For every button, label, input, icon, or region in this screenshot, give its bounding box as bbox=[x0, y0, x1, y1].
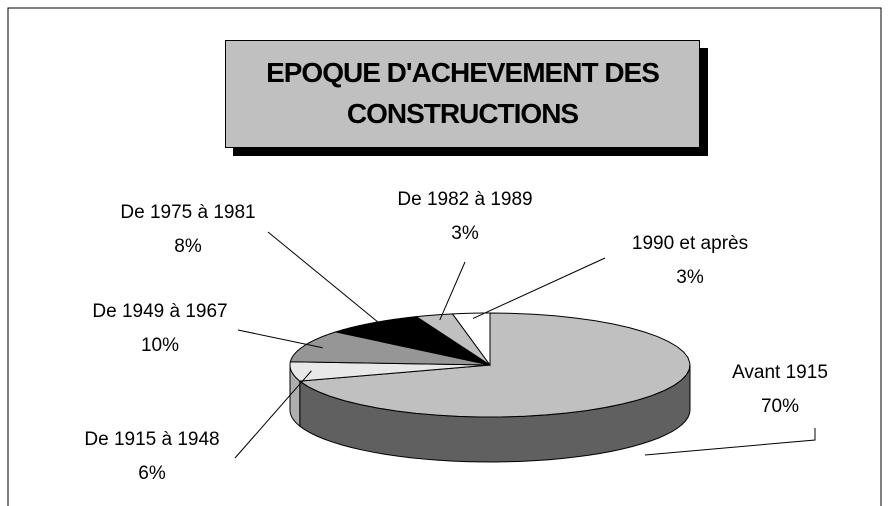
data-label-name: De 1975 à 1981 bbox=[120, 202, 255, 223]
data-label-value: 70% bbox=[761, 396, 799, 417]
slice bbox=[333, 316, 491, 366]
slice bbox=[298, 312, 691, 418]
data-label-value: 8% bbox=[174, 236, 202, 257]
leader-line bbox=[439, 261, 466, 321]
leader-line bbox=[234, 370, 312, 459]
data-label-value: 3% bbox=[451, 223, 479, 244]
leader-line bbox=[644, 428, 816, 456]
leader-line bbox=[267, 231, 385, 328]
slice bbox=[414, 313, 491, 366]
data-label-value: 10% bbox=[141, 335, 179, 356]
data-label-value: 6% bbox=[138, 463, 166, 484]
chart-title: EPOQUE D'ACHEVEMENT DES CONSTRUCTIONS bbox=[225, 40, 700, 148]
leader-line bbox=[472, 257, 606, 319]
data-label-name: De 1915 à 1948 bbox=[84, 429, 219, 450]
slice bbox=[289, 331, 491, 366]
slice bbox=[289, 361, 491, 382]
data-label-name: 1990 et après bbox=[632, 233, 748, 254]
data-label-name: De 1982 à 1989 bbox=[397, 189, 532, 210]
data-label-name: Avant 1915 bbox=[732, 362, 828, 383]
leader-line bbox=[237, 329, 323, 349]
data-label-value: 3% bbox=[676, 267, 704, 288]
data-label-name: De 1949 à 1967 bbox=[92, 301, 227, 322]
frame bbox=[7, 7, 882, 506]
